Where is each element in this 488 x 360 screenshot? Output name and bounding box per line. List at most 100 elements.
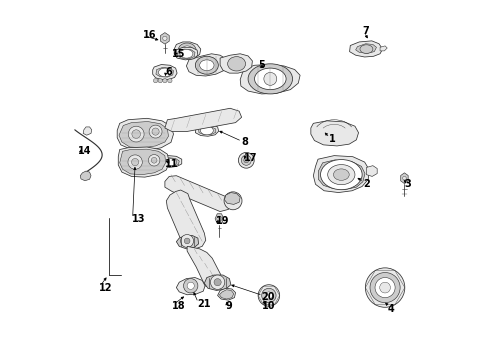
Text: 21: 21 — [197, 299, 210, 309]
Text: 14: 14 — [78, 146, 91, 156]
Ellipse shape — [200, 126, 213, 135]
Circle shape — [244, 158, 248, 163]
Polygon shape — [176, 278, 204, 295]
Polygon shape — [318, 160, 364, 189]
Text: 5: 5 — [258, 60, 264, 70]
Circle shape — [151, 157, 157, 163]
Polygon shape — [119, 122, 168, 148]
Polygon shape — [159, 156, 182, 167]
Polygon shape — [379, 46, 386, 51]
Ellipse shape — [182, 46, 192, 54]
Circle shape — [379, 282, 389, 293]
Text: 7: 7 — [362, 26, 369, 36]
Circle shape — [258, 285, 279, 306]
Ellipse shape — [359, 45, 372, 53]
Circle shape — [132, 130, 140, 138]
Text: 2: 2 — [362, 179, 369, 189]
Polygon shape — [120, 149, 165, 175]
Circle shape — [265, 292, 272, 299]
Polygon shape — [152, 64, 177, 80]
Circle shape — [187, 282, 194, 289]
Ellipse shape — [320, 159, 362, 190]
Ellipse shape — [180, 49, 192, 58]
Polygon shape — [160, 33, 169, 44]
Text: 10: 10 — [261, 301, 275, 311]
Circle shape — [238, 152, 254, 168]
Polygon shape — [204, 275, 230, 291]
Text: 17: 17 — [244, 153, 257, 163]
Polygon shape — [80, 171, 91, 181]
Circle shape — [365, 268, 404, 307]
Polygon shape — [198, 127, 215, 135]
Polygon shape — [174, 42, 201, 59]
Circle shape — [374, 278, 394, 298]
Circle shape — [261, 288, 276, 303]
Circle shape — [163, 36, 167, 41]
Text: 1: 1 — [328, 134, 335, 144]
Circle shape — [180, 234, 193, 247]
Polygon shape — [174, 47, 198, 60]
Ellipse shape — [247, 64, 292, 94]
Polygon shape — [118, 147, 169, 177]
Polygon shape — [162, 158, 179, 166]
Circle shape — [128, 155, 142, 169]
Circle shape — [241, 155, 251, 165]
Circle shape — [152, 128, 159, 135]
Ellipse shape — [178, 43, 196, 57]
Polygon shape — [83, 127, 92, 135]
Text: 4: 4 — [387, 304, 394, 314]
Ellipse shape — [158, 68, 171, 77]
Text: 3: 3 — [403, 179, 410, 189]
Ellipse shape — [165, 158, 176, 166]
Text: 6: 6 — [164, 67, 171, 77]
Circle shape — [264, 72, 276, 85]
Text: 19: 19 — [215, 216, 229, 226]
Circle shape — [210, 275, 224, 289]
Text: 15: 15 — [172, 49, 185, 59]
Circle shape — [224, 192, 242, 210]
Polygon shape — [400, 173, 407, 184]
Polygon shape — [240, 64, 300, 94]
Polygon shape — [164, 108, 241, 132]
Circle shape — [369, 273, 399, 303]
Text: 12: 12 — [99, 283, 113, 293]
Ellipse shape — [195, 56, 218, 74]
Polygon shape — [187, 246, 223, 288]
Polygon shape — [195, 125, 218, 136]
Circle shape — [131, 158, 139, 166]
Polygon shape — [217, 288, 235, 300]
Circle shape — [167, 78, 172, 83]
Polygon shape — [215, 214, 223, 224]
Polygon shape — [313, 156, 368, 193]
Circle shape — [184, 238, 190, 244]
Polygon shape — [164, 176, 231, 212]
Circle shape — [158, 78, 162, 83]
Ellipse shape — [254, 68, 285, 90]
Ellipse shape — [333, 169, 348, 180]
Polygon shape — [186, 54, 227, 76]
Polygon shape — [177, 49, 195, 59]
Circle shape — [149, 125, 162, 138]
Text: 11: 11 — [164, 159, 178, 169]
Polygon shape — [349, 41, 382, 57]
Polygon shape — [310, 121, 358, 146]
Text: 20: 20 — [261, 292, 275, 302]
Ellipse shape — [227, 57, 245, 71]
Circle shape — [217, 216, 222, 221]
Polygon shape — [224, 193, 240, 204]
Circle shape — [214, 279, 221, 286]
Text: 18: 18 — [172, 301, 185, 311]
Polygon shape — [220, 54, 252, 73]
Circle shape — [183, 279, 198, 293]
Ellipse shape — [327, 165, 354, 185]
Polygon shape — [117, 118, 173, 150]
Circle shape — [402, 176, 406, 180]
Text: 9: 9 — [225, 301, 232, 311]
Circle shape — [163, 78, 167, 83]
Circle shape — [128, 126, 144, 142]
Polygon shape — [366, 166, 376, 176]
Polygon shape — [156, 67, 173, 77]
Polygon shape — [176, 235, 198, 249]
Text: 16: 16 — [143, 30, 157, 40]
Polygon shape — [166, 190, 205, 249]
